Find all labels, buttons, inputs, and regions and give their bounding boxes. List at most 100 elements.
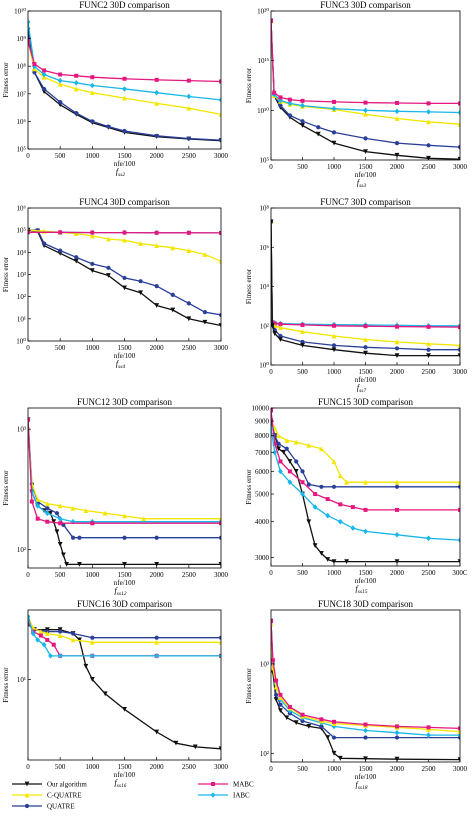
- data-point-mabc: [51, 642, 56, 647]
- chart-title: FUNC7 30D comparison: [320, 197, 411, 207]
- y-tick-label: 10²: [17, 293, 26, 301]
- x-tick-label: 500: [297, 765, 308, 773]
- figure-sub-label: fss3: [357, 178, 367, 189]
- data-point-cq: [89, 233, 95, 239]
- data-point-mabc: [395, 100, 399, 105]
- data-point-mabc: [219, 79, 221, 84]
- data-point-our: [173, 740, 179, 746]
- data-point-mabc: [300, 322, 305, 327]
- data-point-iabc: [122, 86, 127, 92]
- data-point-cq: [426, 341, 431, 347]
- legend-marker-our: [24, 781, 30, 787]
- data-point-mabc: [219, 230, 221, 235]
- data-point-mabc: [74, 73, 79, 78]
- data-point-our: [138, 290, 143, 296]
- x-tick-label: 0: [269, 569, 273, 577]
- y-tick-label: 10²: [260, 750, 269, 758]
- x-tick-label: 2000: [150, 571, 165, 579]
- plot-area: [28, 227, 221, 328]
- y-tick-label: 10⁵: [17, 227, 27, 235]
- data-point-our: [363, 350, 368, 356]
- data-point-our: [122, 285, 127, 291]
- data-point-our: [300, 123, 305, 128]
- x-tick-label: 2000: [390, 569, 405, 577]
- y-tick-label: 10⁴: [17, 249, 27, 257]
- x-tick-label: 1500: [118, 763, 133, 771]
- data-point-cq: [426, 727, 431, 732]
- data-point-q: [284, 446, 289, 451]
- y-tick-label: 6000: [255, 468, 270, 476]
- series-line-q: [28, 419, 221, 539]
- x-tick-label: 0: [26, 152, 30, 160]
- data-point-mabc: [58, 72, 63, 77]
- data-point-iabc: [89, 82, 95, 89]
- data-point-q: [394, 141, 400, 146]
- data-point-cq: [278, 325, 283, 331]
- x-tick-label: 500: [55, 152, 66, 160]
- y-tick-label: 7000: [255, 449, 270, 457]
- series-line-q: [271, 420, 460, 488]
- series-line-q: [28, 229, 221, 316]
- data-point-cq: [122, 237, 127, 243]
- data-point-q: [106, 265, 111, 270]
- data-point-our: [344, 559, 349, 565]
- x-tick-label: 1500: [359, 569, 374, 577]
- data-point-our: [337, 755, 343, 761]
- x-tick-label: 500: [55, 344, 66, 352]
- data-point-our: [394, 353, 400, 359]
- data-point-cq: [284, 438, 290, 443]
- chart-panel: FUNC16 30D comparison 0 500 1000 1500 2000 250…: [2, 599, 229, 789]
- data-point-mabc: [58, 230, 63, 235]
- data-point-iabc: [426, 109, 431, 115]
- data-point-cq: [106, 236, 111, 242]
- data-point-q: [426, 347, 431, 352]
- chart-title: FUNC3 30D comparison: [320, 0, 411, 10]
- data-point-mabc: [458, 507, 460, 512]
- data-point-q: [218, 312, 221, 318]
- data-point-q: [331, 484, 337, 489]
- data-point-iabc: [300, 491, 305, 497]
- fig-label-subscript: ss18: [358, 785, 368, 791]
- series-line-q: [271, 20, 460, 148]
- data-point-our: [331, 347, 337, 353]
- x-tick-label: 500: [297, 569, 308, 577]
- data-point-our: [284, 715, 290, 721]
- data-point-q: [316, 125, 321, 130]
- data-point-mabc: [363, 324, 368, 329]
- data-point-iabc: [287, 100, 293, 107]
- y-tick-label: 10⁴: [260, 283, 270, 291]
- data-point-q: [394, 346, 400, 351]
- data-point-iabc: [218, 97, 221, 103]
- data-point-q: [186, 301, 191, 306]
- data-point-our: [77, 637, 82, 643]
- series-line-our: [271, 621, 460, 761]
- series-line-our: [271, 221, 460, 357]
- data-point-our: [48, 510, 53, 516]
- series-line-our: [28, 30, 221, 142]
- y-tick-label: 8000: [255, 432, 270, 440]
- x-tick-label: 2000: [150, 763, 165, 771]
- data-point-our: [319, 550, 324, 556]
- data-point-iabc: [41, 71, 47, 78]
- data-point-q: [122, 275, 127, 281]
- data-point-iabc: [426, 732, 431, 738]
- data-point-iabc: [426, 535, 431, 542]
- data-point-mabc: [38, 633, 43, 638]
- data-point-q: [70, 535, 76, 540]
- plot-area: [28, 19, 221, 144]
- data-point-iabc: [394, 729, 400, 736]
- data-point-q: [154, 635, 159, 640]
- data-point-our: [51, 519, 57, 525]
- data-point-cq: [102, 510, 108, 516]
- figure-sub-label: fss2: [116, 167, 126, 178]
- series-line-iabc: [271, 20, 460, 114]
- fig-label-letter: f: [357, 178, 361, 187]
- plot-area: [28, 613, 221, 752]
- data-point-our: [287, 459, 293, 464]
- x-axis-label: nfe/100: [114, 771, 136, 779]
- data-point-mabc: [278, 459, 283, 464]
- x-tick-label: 3000: [214, 344, 229, 352]
- data-point-mabc: [58, 521, 63, 526]
- data-point-our: [218, 561, 221, 567]
- fig-label-subscript: ss7: [359, 388, 366, 394]
